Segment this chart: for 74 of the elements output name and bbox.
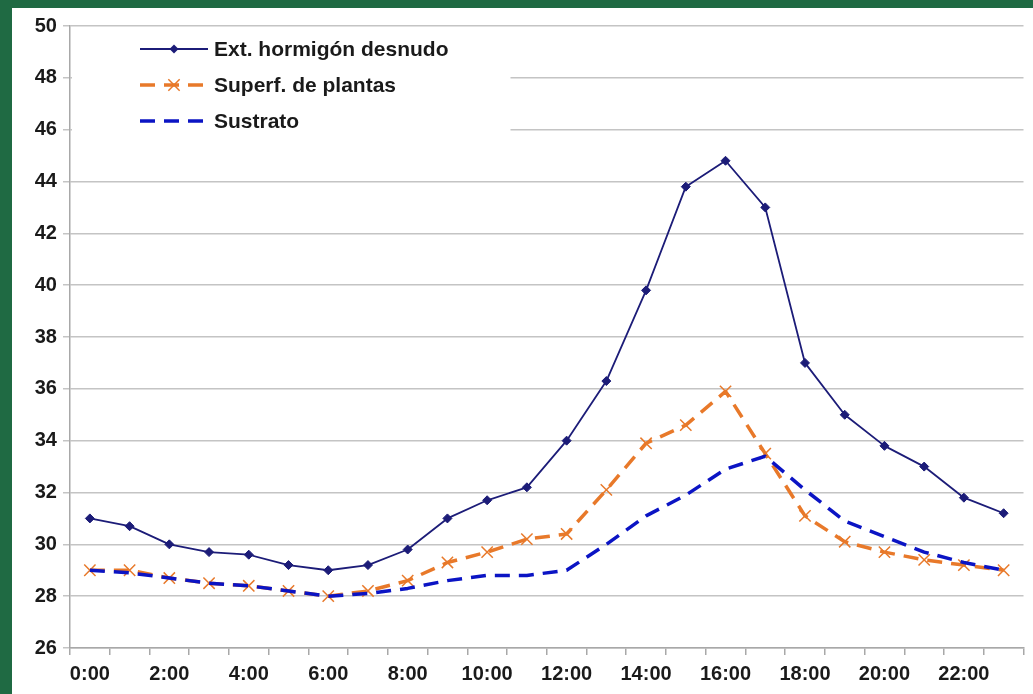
point bbox=[919, 461, 930, 472]
point bbox=[321, 589, 335, 603]
point bbox=[799, 357, 810, 368]
point bbox=[560, 527, 574, 541]
x-tick-label: 0:00 bbox=[69, 661, 110, 684]
point bbox=[162, 571, 176, 585]
point bbox=[282, 584, 295, 598]
point bbox=[997, 563, 1011, 577]
y-tick-label: 36 bbox=[34, 376, 57, 399]
point bbox=[879, 440, 890, 451]
y-tick-label: 42 bbox=[34, 220, 57, 243]
y-tick-label: 46 bbox=[34, 117, 57, 140]
y-tick-label: 40 bbox=[34, 272, 57, 295]
point bbox=[402, 544, 413, 555]
point bbox=[521, 482, 532, 493]
legend-label: Superf. de plantas bbox=[214, 72, 397, 96]
point bbox=[83, 563, 97, 577]
point bbox=[123, 563, 136, 577]
y-tick-label: 26 bbox=[34, 635, 57, 658]
point bbox=[679, 418, 693, 432]
x-tick-label: 14:00 bbox=[620, 661, 672, 684]
legend-label: Sustrato bbox=[214, 108, 300, 132]
point bbox=[242, 579, 256, 593]
point bbox=[283, 560, 294, 571]
point bbox=[124, 521, 135, 532]
y-tick-label: 50 bbox=[34, 13, 57, 36]
point bbox=[720, 155, 731, 166]
x-tick-label: 10:00 bbox=[461, 661, 513, 684]
x-tick-label: 12:00 bbox=[541, 661, 593, 684]
point bbox=[243, 549, 254, 560]
point bbox=[361, 584, 375, 598]
point bbox=[601, 376, 612, 387]
point bbox=[164, 539, 175, 550]
x-tick-label: 16:00 bbox=[699, 661, 752, 684]
x-tick-label: 8:00 bbox=[387, 661, 428, 684]
x-tick-label: 4:00 bbox=[228, 661, 269, 684]
point bbox=[599, 483, 613, 497]
point bbox=[482, 495, 493, 506]
point bbox=[917, 553, 931, 567]
x-tick-label: 6:00 bbox=[308, 661, 349, 684]
point bbox=[401, 574, 415, 588]
point bbox=[760, 202, 771, 213]
y-tick-label: 28 bbox=[34, 583, 57, 606]
x-tick-label: 2:00 bbox=[149, 661, 190, 684]
point bbox=[441, 556, 454, 569]
point bbox=[839, 409, 850, 420]
y-tick-label: 48 bbox=[34, 65, 57, 88]
point bbox=[84, 513, 95, 524]
y-tick-label: 38 bbox=[34, 324, 57, 347]
point bbox=[838, 535, 852, 549]
y-tick-label: 34 bbox=[34, 428, 58, 451]
point bbox=[798, 509, 812, 523]
point bbox=[958, 492, 969, 503]
point bbox=[442, 513, 453, 524]
point bbox=[998, 508, 1009, 519]
y-tick-label: 30 bbox=[34, 531, 57, 554]
point bbox=[680, 181, 691, 192]
y-tick-label: 44 bbox=[34, 169, 58, 192]
point bbox=[641, 285, 652, 296]
point bbox=[520, 532, 534, 546]
x-tick-label: 20:00 bbox=[858, 661, 911, 684]
point bbox=[323, 565, 334, 576]
point bbox=[480, 545, 494, 559]
point bbox=[957, 558, 971, 572]
point bbox=[878, 545, 891, 559]
point bbox=[202, 576, 216, 590]
point bbox=[204, 547, 215, 558]
x-tick-label: 18:00 bbox=[779, 661, 831, 684]
point bbox=[639, 436, 653, 450]
point bbox=[561, 435, 572, 446]
y-tick-label: 32 bbox=[34, 480, 57, 503]
point bbox=[362, 560, 373, 571]
x-tick-label: 22:00 bbox=[938, 661, 990, 684]
legend-label: Ext. hormigón desnudo bbox=[214, 36, 449, 60]
